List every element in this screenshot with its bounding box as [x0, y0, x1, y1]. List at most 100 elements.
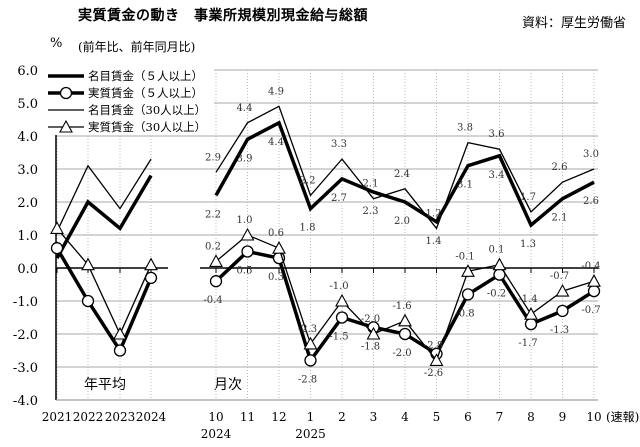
data-point-monthly — [209, 275, 223, 288]
data-label: 1.7 — [520, 192, 536, 203]
data-label: 3.6 — [489, 129, 505, 140]
y-unit: % — [50, 36, 63, 51]
data-label: -2.6 — [424, 368, 443, 379]
data-label: 2.0 — [394, 216, 410, 227]
data-point-monthly — [524, 307, 538, 320]
legend-entry: 実質賃金（５人以上） — [88, 86, 203, 100]
data-point-monthly — [556, 304, 569, 318]
x-tick-label-month: 10 — [586, 410, 601, 424]
data-label: -1.4 — [518, 294, 537, 305]
x-tick-label-annual: 2021 — [42, 410, 73, 424]
legend-entry: 実質賃金（30人以上） — [88, 120, 206, 134]
data-label: -2.8 — [424, 340, 443, 351]
data-label: 4.4 — [268, 137, 284, 148]
data-label: -1.0 — [329, 281, 348, 292]
y-tick-label: -2.0 — [13, 328, 38, 343]
x-tick-label-month: 12 — [271, 410, 286, 424]
legend-bg — [44, 67, 214, 84]
y-tick-label: 5.0 — [17, 97, 38, 112]
x-tick-label-month: 9 — [559, 410, 567, 424]
prelim-label: (速報) — [606, 410, 639, 424]
legend-bg — [44, 84, 214, 101]
data-label: 3.8 — [457, 123, 473, 134]
x-tick-label-annual: 2022 — [73, 410, 104, 424]
data-point-monthly — [587, 284, 601, 298]
y-tick-label: 1.0 — [17, 229, 38, 244]
y-tick-label: 0.0 — [17, 262, 38, 277]
data-label: 2.2 — [300, 175, 316, 186]
legend-entry: 名目賃金（30人以上） — [88, 103, 206, 117]
x-year-label: 2024 — [201, 427, 232, 441]
data-label: 2.3 — [363, 206, 379, 217]
data-label: 3.0 — [583, 149, 599, 160]
data-label: 2.6 — [583, 196, 599, 207]
data-label: -1.6 — [392, 301, 411, 312]
data-label: -2.8 — [298, 374, 317, 385]
data-point-monthly — [398, 327, 412, 341]
data-point-monthly — [587, 274, 601, 287]
x-tick-label-month: 2 — [338, 410, 346, 424]
data-point-monthly — [304, 354, 317, 367]
y-tick-label: -1.0 — [13, 295, 38, 310]
data-label: -0.8 — [455, 308, 474, 319]
data-label: 1.2 — [426, 208, 442, 219]
data-label: -1.5 — [329, 332, 348, 343]
data-label: 1.4 — [426, 236, 442, 247]
y-tick-label: -3.0 — [13, 361, 38, 376]
series-line-annual-1 — [55, 247, 153, 355]
data-label: 2.2 — [205, 209, 221, 220]
x-tick-label-month: 6 — [464, 410, 472, 424]
y-tick-label: 4.0 — [17, 130, 38, 145]
data-label: 1.3 — [520, 239, 536, 250]
data-point-monthly — [492, 257, 507, 271]
data-label: -0.2 — [487, 289, 506, 300]
data-point-monthly — [241, 245, 254, 258]
data-label: -1.3 — [550, 325, 569, 336]
data-label: 2.4 — [394, 169, 410, 180]
data-label: 0.2 — [205, 241, 221, 252]
data-point-monthly — [335, 311, 349, 324]
data-point-annual — [81, 257, 95, 271]
data-point-monthly — [429, 353, 444, 366]
legend-bg — [44, 101, 214, 118]
x-year-label: 2025 — [295, 427, 326, 441]
data-point-annual — [50, 221, 64, 234]
data-label: -0.4 — [581, 261, 600, 272]
data-label: 3.3 — [331, 139, 347, 150]
data-label: 3.1 — [457, 180, 473, 191]
chart-title: 実質賃金の動き 事業所規模別現金給与総額 — [78, 8, 368, 24]
data-point-annual — [113, 344, 127, 357]
data-point-annual — [81, 294, 95, 308]
data-label: 0.1 — [489, 245, 505, 256]
data-point-monthly — [209, 254, 223, 267]
series-line-annual-3 — [56, 227, 152, 336]
legend-entry: 名目賃金（５人以上） — [88, 69, 203, 83]
x-tick-label-month: 8 — [527, 410, 535, 424]
x-tick-label-annual: 2023 — [105, 410, 136, 424]
data-label: 2.6 — [552, 162, 568, 173]
data-label: 0.6 — [268, 228, 284, 239]
annual-section-label: 年平均 — [84, 377, 126, 393]
x-tick-label-month: 5 — [433, 410, 441, 424]
series-line-annual-2 — [56, 158, 152, 232]
data-label: 2.7 — [331, 193, 347, 204]
data-label: -2.0 — [392, 348, 411, 359]
data-label: -1.7 — [518, 338, 537, 349]
data-point-monthly — [461, 264, 475, 277]
data-label: 2.1 — [552, 213, 568, 224]
data-label: 0.3 — [268, 272, 284, 283]
data-label: -2.3 — [298, 324, 317, 335]
chart-subtitle: (前年比、前年同月比) — [78, 40, 196, 54]
data-point-monthly — [272, 241, 286, 254]
data-point-monthly — [461, 288, 475, 301]
data-label: 4.4 — [237, 103, 253, 114]
data-label: -0.4 — [203, 295, 222, 306]
data-label: 0.5 — [237, 266, 253, 277]
data-label: -2.0 — [361, 314, 380, 325]
legend-bg — [44, 118, 214, 135]
x-tick-label-month: 4 — [401, 410, 409, 424]
y-tick-label: -4.0 — [13, 394, 38, 409]
data-point-annual — [50, 242, 64, 255]
